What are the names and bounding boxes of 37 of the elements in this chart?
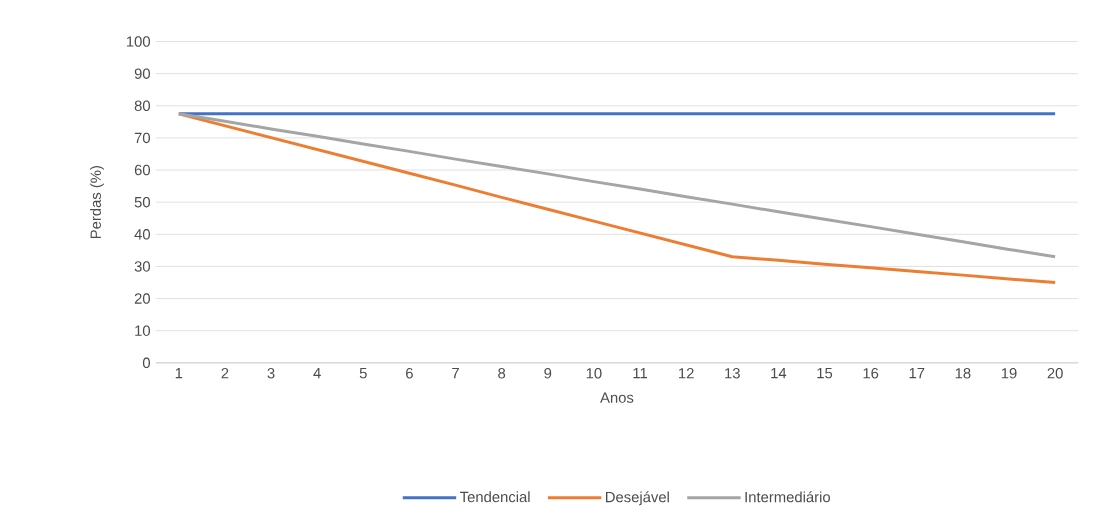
y-tick-label: 40 <box>134 229 150 240</box>
y-tick-label: 0 <box>142 357 150 369</box>
x-tick-label: 4 <box>313 368 321 379</box>
x-tick-label: 18 <box>955 368 971 379</box>
x-tick-label: 17 <box>909 368 925 379</box>
y-axis-title: Perdas (%) <box>90 166 104 239</box>
legend-label: Tendencial <box>459 491 530 503</box>
y-tick-label: 90 <box>134 68 150 79</box>
x-tick-label: 1 <box>175 368 183 379</box>
y-tick-label: 30 <box>134 261 150 272</box>
x-tick-label: 8 <box>498 368 506 379</box>
x-tick-label: 5 <box>359 368 367 379</box>
legend-label: Desejável <box>605 491 669 506</box>
x-tick-label: 20 <box>1047 368 1063 379</box>
x-axis-title: Anos <box>600 392 634 403</box>
x-tick-label: 10 <box>586 368 602 379</box>
y-tick-label: 10 <box>135 325 150 336</box>
x-tick-label: 6 <box>406 368 413 379</box>
x-tick-label: 9 <box>544 368 552 379</box>
y-tick-label: 80 <box>134 100 150 112</box>
x-tick-label: 14 <box>771 368 787 379</box>
x-tick-label: 15 <box>817 368 833 379</box>
y-tick-label: 70 <box>134 132 150 144</box>
x-tick-label: 2 <box>221 368 229 379</box>
x-tick-label: 7 <box>452 368 459 379</box>
y-tick-label: 100 <box>126 36 150 47</box>
x-tick-label: 16 <box>863 368 879 379</box>
line-series <box>177 112 1057 259</box>
y-tick-label: 60 <box>134 164 150 176</box>
x-tick-label: 3 <box>267 368 275 379</box>
x-tick-label: 19 <box>1001 368 1017 379</box>
x-tick-label: 13 <box>725 368 740 379</box>
legend-label: Intermediário <box>745 491 831 503</box>
y-tick-label: 20 <box>134 293 150 304</box>
y-tick-label: 50 <box>134 196 150 208</box>
x-tick-label: 12 <box>679 368 694 379</box>
x-tick-label: 11 <box>633 368 647 379</box>
